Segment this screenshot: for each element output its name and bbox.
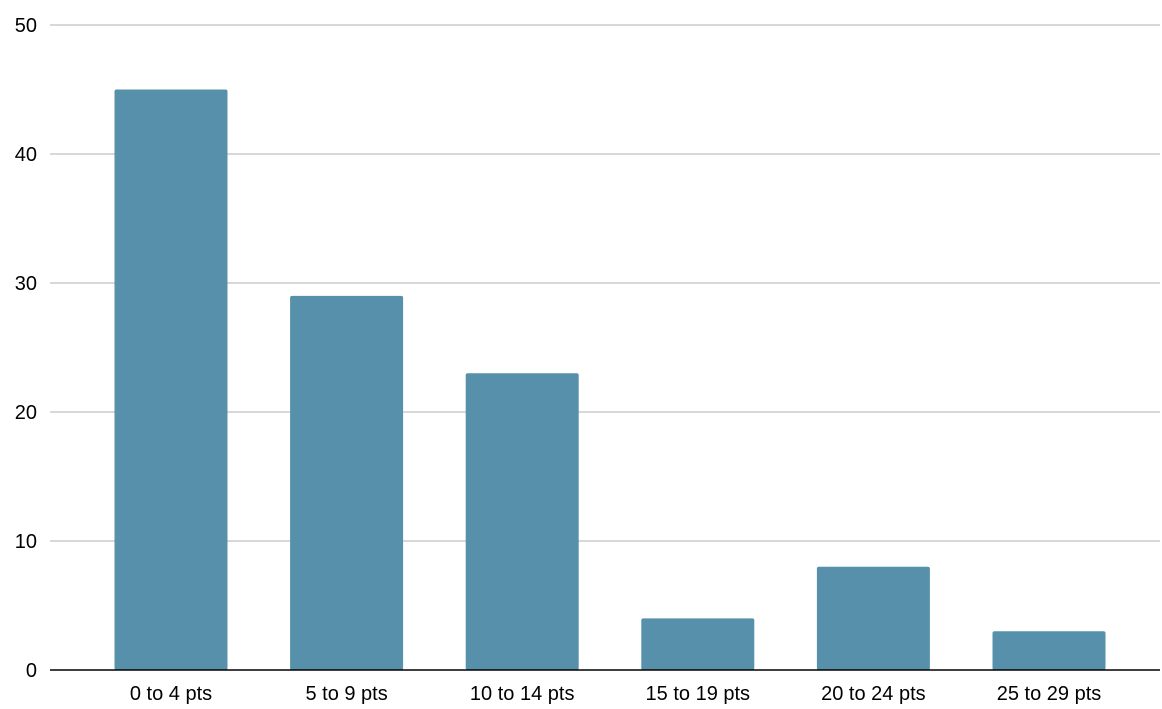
bar-2 (290, 295, 404, 670)
bar-5 (816, 566, 930, 670)
x-category-label: 5 to 9 pts (305, 683, 387, 705)
gridlines (50, 24, 1160, 542)
bars (114, 89, 1106, 670)
bar-6 (992, 631, 1106, 670)
bar-1 (114, 89, 228, 670)
bar-4 (641, 618, 755, 670)
x-category-label: 15 to 19 pts (646, 683, 751, 705)
bar-3 (465, 373, 579, 670)
y-tick-label: 10 (15, 531, 37, 553)
x-category-label: 10 to 14 pts (470, 683, 575, 705)
x-category-label: 20 to 24 pts (821, 683, 926, 705)
y-tick-label: 50 (15, 15, 37, 37)
y-tick-label: 20 (15, 402, 37, 424)
y-tick-label: 0 (26, 660, 37, 682)
y-tick-label: 30 (15, 273, 37, 295)
y-tick-label: 40 (15, 144, 37, 166)
x-category-label: 0 to 4 pts (130, 683, 212, 705)
y-axis-tick-labels: 0 10 20 30 40 50 (15, 15, 37, 682)
x-axis-category-labels: 0 to 4 pts 5 to 9 pts 10 to 14 pts 15 to 19… (130, 683, 1101, 705)
x-category-label: 25 to 29 pts (997, 683, 1102, 705)
